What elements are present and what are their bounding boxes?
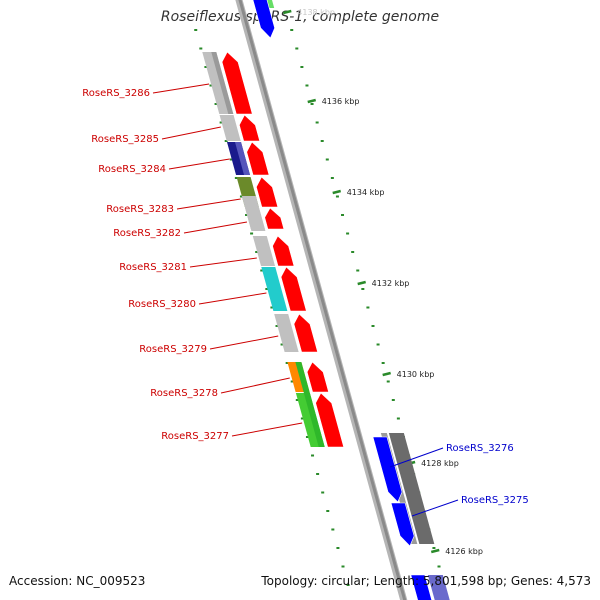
gene-label: RoseRS_3279	[139, 344, 207, 355]
gene-label: RoseRS_3280	[128, 299, 196, 310]
cog-band	[295, 362, 325, 447]
forward-gene-arrow	[315, 392, 345, 448]
cog-band	[219, 115, 241, 141]
gene-label: RoseRS_3283	[106, 204, 174, 215]
map-title: Roseiflexus sp. RS-1, complete genome	[160, 9, 440, 25]
gene-leader-line	[198, 292, 267, 305]
gene-leader-line	[183, 221, 248, 234]
forward-gene-arrow	[272, 235, 295, 267]
cog-band	[427, 575, 450, 600]
cog-band	[252, 236, 276, 266]
gene-label: RoseRS_3281	[119, 262, 187, 273]
major-tick	[332, 189, 342, 195]
major-tick	[430, 548, 440, 554]
genome-backbone-core	[238, 0, 407, 600]
reverse-gene-arrow	[252, 0, 276, 39]
cog-band	[261, 267, 288, 311]
gene-label: RoseRS_3286	[82, 88, 150, 99]
forward-gene-arrow	[221, 51, 253, 115]
gene-label: RoseRS_3284	[98, 164, 166, 175]
gene-layer	[221, 0, 433, 600]
major-tick	[357, 280, 366, 286]
forward-gene-arrow	[293, 313, 319, 353]
cog-band	[241, 196, 266, 231]
tick-label: 4134 kbp	[347, 188, 385, 197]
tick-label: 4136 kbp	[322, 97, 360, 106]
gene-leader-line	[231, 422, 303, 437]
gene-label: RoseRS_3277	[161, 431, 229, 442]
cog-band	[388, 433, 435, 544]
tick-label: 4128 kbp	[421, 459, 459, 468]
major-tick	[282, 9, 292, 15]
cog-band	[234, 142, 251, 175]
reverse-gene-arrow	[410, 574, 433, 600]
major-tick	[382, 371, 391, 377]
gene-leader-line	[189, 257, 257, 268]
gene-label: RoseRS_3276	[446, 443, 514, 454]
gene-label: RoseRS_3285	[91, 134, 159, 145]
forward-gene-arrow	[280, 266, 307, 312]
tick-label: 4126 kbp	[445, 547, 483, 556]
forward-gene-arrow	[264, 207, 285, 230]
forward-gene-arrow	[238, 114, 261, 142]
gene-leader-line	[152, 83, 210, 94]
backbone-layer	[235, 0, 408, 600]
tick-label: 4138 kbp	[297, 8, 335, 17]
forward-gene-arrow	[246, 141, 270, 176]
tick-label: 4132 kbp	[372, 279, 410, 288]
genome-summary-text: Topology: circular; Length: 5,801,598 bp…	[261, 574, 591, 588]
forward-gene-arrow	[256, 176, 279, 208]
gene-leader-line	[168, 158, 230, 170]
gene-label: RoseRS_3275	[461, 495, 529, 506]
forward-gene-arrow	[306, 361, 329, 393]
gene-leader-line	[389, 447, 444, 468]
accession-text: Accession: NC_009523	[9, 574, 146, 588]
gene-leader-line	[220, 377, 290, 394]
gene-leader-line	[161, 126, 221, 140]
gene-leader-line	[411, 499, 459, 517]
cog-band	[211, 52, 234, 114]
gene-label: RoseRS_3278	[150, 388, 218, 399]
tick-label: 4130 kbp	[397, 370, 435, 379]
gene-leader-line	[209, 335, 279, 350]
reverse-gene-arrow	[372, 436, 403, 503]
gene-leader-line	[176, 198, 241, 210]
reverse-gene-arrow	[390, 502, 415, 547]
gene-label: RoseRS_3282	[113, 228, 181, 239]
label-layer: RoseRS_3286 RoseRS_3285 RoseRS_3284 RoseRS_…	[82, 83, 529, 517]
cog-band	[274, 314, 299, 352]
major-tick	[307, 98, 317, 104]
